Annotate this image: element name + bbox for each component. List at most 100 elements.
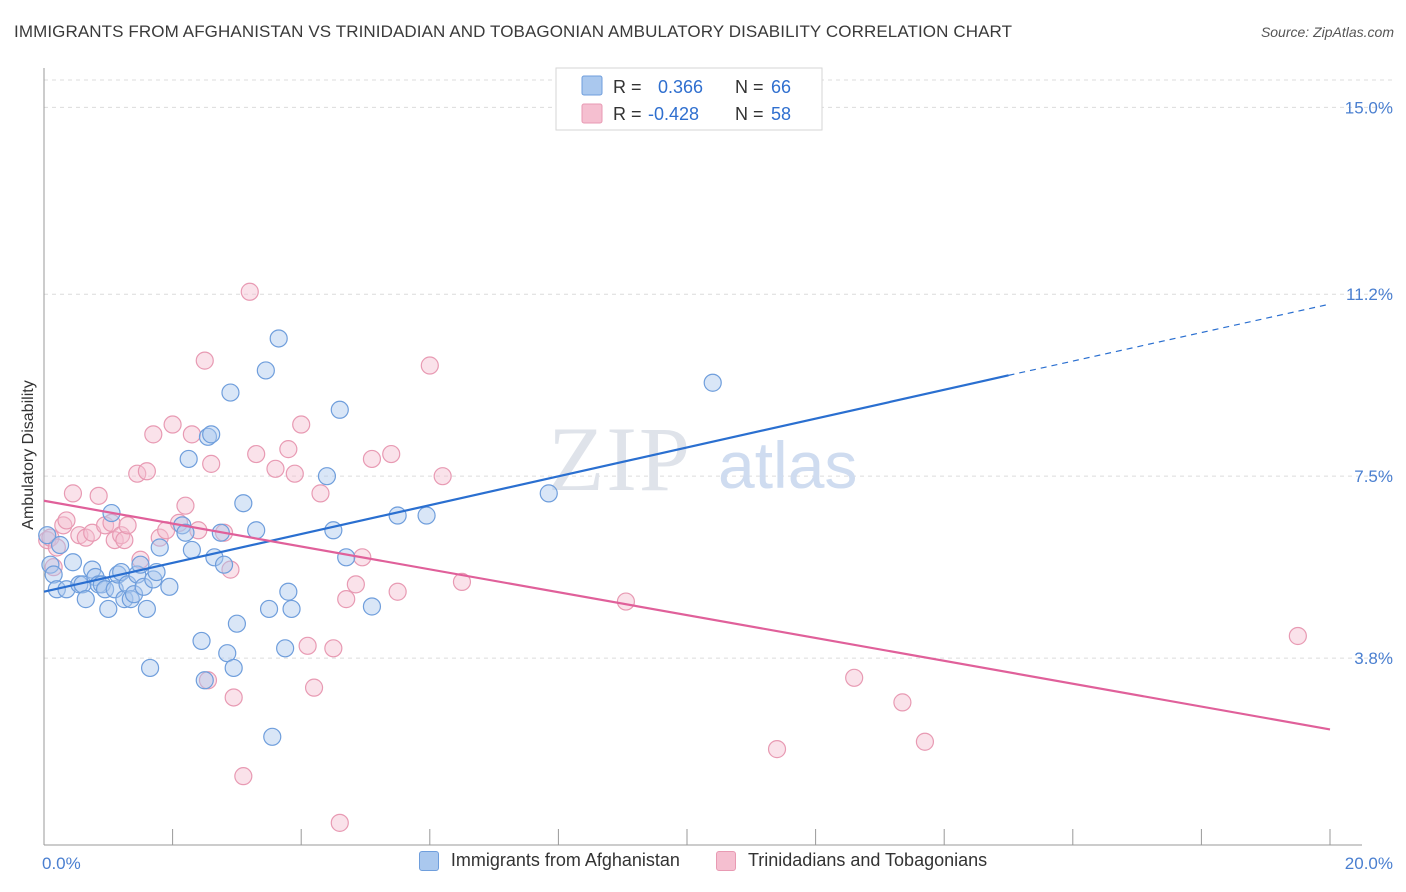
legend-swatch-pink bbox=[581, 103, 603, 124]
afghanistan-point-47 bbox=[227, 614, 246, 633]
gridlines bbox=[44, 79, 1392, 659]
legend-n-label-pink: N = bbox=[735, 104, 764, 124]
afghanistan-point-64 bbox=[539, 484, 558, 503]
trinidadian-point-45 bbox=[330, 813, 349, 832]
trinidadian-point-41 bbox=[298, 636, 317, 655]
trinidadian-point-19 bbox=[137, 462, 156, 481]
watermark-atlas: atlas bbox=[718, 428, 857, 502]
trinidadian-point-36 bbox=[247, 444, 266, 464]
trinidadian-point-21 bbox=[150, 528, 169, 547]
y-tick-labels: 3.8% 7.5% 11.2% 15.0% bbox=[1345, 98, 1393, 668]
afghanistan-point-46 bbox=[224, 658, 243, 678]
bottom-legend-swatch-pink bbox=[715, 850, 736, 871]
trend-lines bbox=[43, 303, 1331, 731]
trinidadian-point-20 bbox=[144, 425, 163, 444]
trinidadian-point-5 bbox=[57, 511, 76, 530]
afghanistan-point-38 bbox=[195, 671, 214, 690]
y-tick-label-0: 3.8% bbox=[1354, 649, 1393, 668]
afghanistan-point-61 bbox=[362, 597, 382, 616]
legend-r-label-blue: R = bbox=[613, 77, 642, 97]
afghanistan-point-51 bbox=[259, 599, 279, 619]
trinidadian-point-58 bbox=[893, 693, 912, 712]
bottom-legend: Immigrants from Afghanistan Trinidadians… bbox=[0, 850, 1406, 871]
trinidadian-point-46 bbox=[337, 590, 356, 609]
x-tick-label-left: 0.0% bbox=[42, 854, 81, 873]
trinidadian-point-38 bbox=[279, 440, 298, 459]
afghanistan-point-34 bbox=[176, 523, 195, 542]
trinidadian-point-6 bbox=[63, 484, 83, 503]
trinidadian-point-30 bbox=[202, 454, 221, 473]
afghanistan-point-55 bbox=[279, 582, 298, 601]
watermark-zip: ZIP bbox=[548, 408, 692, 510]
legend-r-label-pink: R = bbox=[613, 104, 642, 124]
bottom-legend-item-afghanistan: Immigrants from Afghanistan bbox=[418, 850, 680, 871]
afghanistan-point-35 bbox=[182, 540, 201, 560]
afghanistan-point-58 bbox=[324, 521, 343, 540]
trinidadian-point-39 bbox=[285, 464, 304, 483]
watermark: ZIP atlas bbox=[548, 408, 857, 510]
afghanistan-point-32 bbox=[160, 577, 179, 596]
chart-title: IMMIGRANTS FROM AFGHANISTAN VS TRINIDADI… bbox=[14, 22, 1013, 41]
source-credit: Source: ZipAtlas.com bbox=[1260, 24, 1394, 40]
trinidadian-point-59 bbox=[915, 732, 935, 751]
trinidadian-point-10 bbox=[89, 486, 108, 505]
afghanistan-point-20 bbox=[115, 590, 134, 609]
trinidadian-point-14 bbox=[112, 526, 131, 545]
y-tick-label-3: 15.0% bbox=[1345, 98, 1393, 117]
afghanistan-point-62 bbox=[388, 506, 407, 525]
trinidadian-point-51 bbox=[388, 582, 407, 601]
trinidadian-point-56 bbox=[767, 740, 787, 759]
afghanistan-point-1 bbox=[41, 555, 60, 574]
legend-r-value-blue: 0.366 bbox=[658, 77, 703, 97]
trinidadian-point-52 bbox=[420, 356, 439, 375]
trinidadian-point-26 bbox=[182, 425, 201, 444]
trinidadian-point-55 bbox=[616, 592, 636, 611]
afghanistan-point-26 bbox=[134, 577, 153, 596]
x-tick-label-right: 20.0% bbox=[1345, 854, 1393, 873]
axes bbox=[43, 68, 1362, 846]
trinidadian-point-34 bbox=[234, 767, 253, 786]
trinidadian-point-42 bbox=[304, 678, 324, 697]
trinidadian-point-44 bbox=[324, 639, 343, 658]
x-ticks bbox=[172, 829, 1331, 845]
trinidadian-point-54 bbox=[452, 572, 472, 592]
trinidadian-point-33 bbox=[224, 688, 243, 707]
legend: R = 0.366 N = 66 R = -0.428 N = 58 bbox=[555, 67, 823, 131]
trinidadian-point-3 bbox=[47, 538, 66, 557]
legend-n-label-blue: N = bbox=[735, 77, 764, 97]
afghanistan-point-59 bbox=[330, 400, 349, 419]
afghanistan-point-45 bbox=[221, 383, 240, 402]
legend-r-value-pink: -0.428 bbox=[648, 104, 699, 124]
afghanistan-point-2 bbox=[44, 565, 63, 584]
afghanistan-point-54 bbox=[276, 639, 295, 658]
trinidadian-point-47 bbox=[346, 575, 365, 594]
afghanistan-point-48 bbox=[234, 494, 253, 513]
trinidadian-point-43 bbox=[311, 484, 330, 503]
afghanistan-point-14 bbox=[95, 580, 115, 599]
afghanistan-point-56 bbox=[282, 599, 301, 619]
afghanistan-point-4 bbox=[50, 535, 70, 555]
trinidadian-point-50 bbox=[382, 444, 401, 464]
afghanistan-point-60 bbox=[337, 548, 356, 567]
bottom-legend-swatch-blue bbox=[418, 850, 439, 871]
legend-swatch-blue bbox=[581, 75, 603, 96]
afghanistan-point-22 bbox=[121, 590, 140, 609]
afghanistan-point-40 bbox=[202, 425, 221, 444]
trinidadian-point-60 bbox=[1288, 626, 1307, 646]
afghanistan-point-43 bbox=[214, 555, 234, 574]
series-afghanistan-points bbox=[38, 329, 722, 746]
bottom-legend-item-trinidadian: Trinidadians and Tobagonians bbox=[715, 850, 988, 871]
trinidadian-point-4 bbox=[54, 516, 73, 535]
trinidadian-point-49 bbox=[362, 449, 382, 469]
afghanistan-point-65 bbox=[703, 373, 722, 392]
trinidadian-point-57 bbox=[845, 668, 864, 687]
bottom-legend-label-trinidadian: Trinidadians and Tobagonians bbox=[747, 850, 988, 870]
legend-n-value-blue: 66 bbox=[771, 77, 791, 97]
trinidadian-trend-line bbox=[43, 499, 1331, 731]
afghanistan-point-50 bbox=[256, 361, 275, 380]
trinidadian-point-28 bbox=[195, 351, 214, 370]
series-trinidadian-points bbox=[38, 282, 1307, 832]
bottom-legend-label-afghanistan: Immigrants from Afghanistan bbox=[450, 850, 680, 870]
afghanistan-point-52 bbox=[263, 727, 282, 746]
